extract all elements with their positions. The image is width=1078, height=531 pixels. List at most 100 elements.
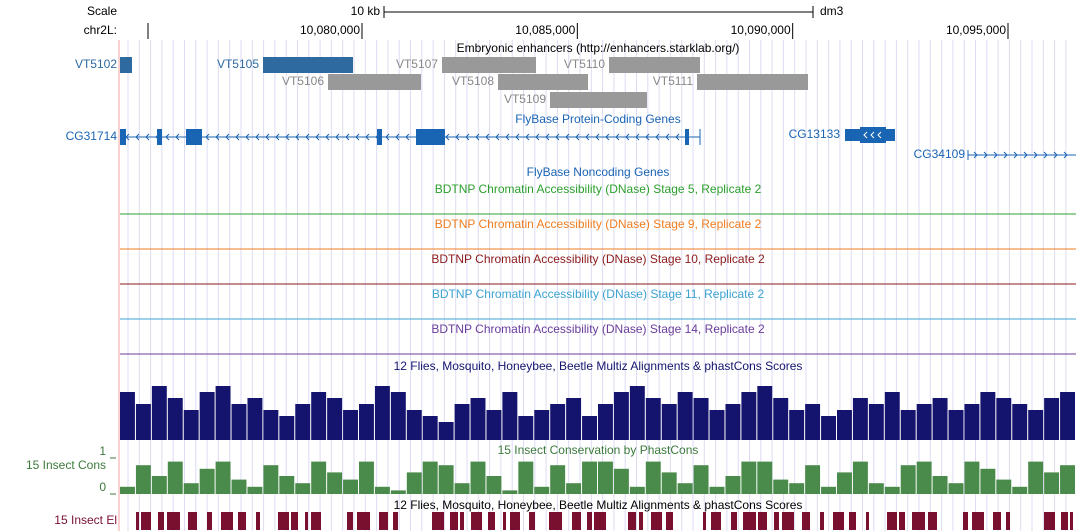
enhancer-label: VT5108	[452, 74, 494, 88]
phastcons-bar	[900, 465, 916, 494]
phastcons-bar	[964, 461, 980, 494]
phastcons-bar	[550, 465, 566, 494]
element-block	[758, 512, 767, 530]
element-block	[887, 512, 897, 530]
phastcons-bar	[518, 461, 534, 494]
multiz-bar	[247, 398, 263, 440]
element-block	[221, 512, 233, 530]
phastcons-bar	[199, 468, 215, 494]
scale-label: Scale	[87, 4, 117, 18]
element-block	[141, 512, 151, 530]
strand-arrow	[665, 133, 670, 141]
strand-arrow	[245, 133, 250, 141]
strand-arrow	[595, 133, 600, 141]
multiz-bar	[725, 404, 741, 440]
multiz-bar	[980, 392, 996, 440]
multiz-bar	[279, 416, 295, 440]
strand-arrow	[525, 133, 530, 141]
element-block	[820, 512, 824, 530]
multiz-bar	[932, 398, 948, 440]
strand-arrow	[225, 133, 230, 141]
multiz-bar	[295, 404, 311, 440]
phastcons-bar	[566, 483, 582, 494]
element-block	[529, 512, 535, 530]
element-block	[158, 512, 164, 530]
element-block	[488, 512, 495, 530]
strand-arrow	[305, 133, 310, 141]
strand-arrow	[465, 133, 470, 141]
multiz-bar	[438, 422, 454, 440]
phastcons-bar	[677, 483, 693, 494]
element-block	[549, 512, 562, 530]
track-title: FlyBase Protein-Coding Genes	[515, 112, 680, 126]
strand-arrow	[1043, 151, 1048, 159]
element-block	[291, 512, 298, 530]
phastcons-bar	[948, 483, 964, 494]
multiz-bar	[709, 410, 725, 440]
multiz-bar	[868, 404, 884, 440]
multiz-bar	[900, 410, 916, 440]
multiz-bar	[359, 404, 374, 440]
multiz-bar	[948, 410, 964, 440]
enhancer-label: VT5111	[653, 74, 694, 88]
phastcons-bar	[406, 472, 422, 494]
strand-arrow	[1063, 151, 1068, 159]
phastcons-bar	[120, 486, 135, 494]
track-title: 12 Flies, Mosquito, Honeybee, Beetle Mul…	[394, 498, 803, 512]
element-block	[503, 512, 506, 530]
element-block	[666, 512, 673, 530]
strand-arrow	[365, 133, 370, 141]
strand-arrow	[175, 133, 180, 141]
enhancer-label: VT5109	[504, 92, 546, 106]
strand-arrow	[615, 133, 620, 141]
multiz-bar	[789, 410, 805, 440]
multiz-bar	[151, 386, 167, 440]
phastcons-bar	[183, 483, 199, 494]
strand-arrow	[635, 133, 640, 141]
element-block	[311, 512, 321, 530]
enhancer	[442, 57, 536, 73]
y-tick-label: 0	[99, 480, 106, 494]
track-title: BDTNP Chromatin Accessibility (DNase) St…	[435, 217, 762, 231]
strand-arrow	[385, 133, 390, 141]
exon	[377, 129, 382, 145]
multiz-bar	[327, 398, 343, 440]
strand-arrow	[405, 133, 410, 141]
strand-arrow	[1003, 151, 1008, 159]
element-block	[393, 512, 398, 530]
element-block	[1061, 512, 1068, 530]
phastcons-bar	[757, 461, 773, 494]
element-block	[849, 512, 856, 530]
phastcons-bar	[311, 461, 327, 494]
phastcons-bar	[980, 468, 996, 494]
element-block	[912, 512, 925, 530]
chrom-label: chr2L:	[84, 23, 117, 37]
phastcons-bar	[167, 461, 183, 494]
exon	[120, 129, 126, 145]
element-block	[782, 512, 794, 530]
enhancer-label: VT5110	[564, 57, 605, 71]
multiz-bar	[582, 416, 597, 440]
phastcons-bar	[598, 461, 613, 494]
multiz-bar	[1012, 404, 1028, 440]
strand-arrow	[1053, 151, 1058, 159]
element-block	[993, 512, 1001, 530]
strand-arrow	[863, 131, 868, 139]
strand-arrow	[235, 133, 240, 141]
strand-arrow	[555, 133, 560, 141]
phastcons-bar	[438, 465, 454, 494]
strand-arrow	[255, 133, 260, 141]
multiz-bar	[135, 404, 151, 440]
phastcons-bar	[868, 483, 884, 494]
multiz-bar	[645, 398, 661, 440]
phastcons-bar	[247, 486, 263, 494]
phastcons-bar	[422, 461, 438, 494]
multiz-bar	[486, 410, 502, 440]
phastcons-bar	[231, 479, 247, 494]
track-title: BDTNP Chromatin Accessibility (DNase) St…	[432, 287, 765, 301]
track-title: BDTNP Chromatin Accessibility (DNase) St…	[435, 182, 762, 196]
gene-label: CG13133	[789, 127, 841, 141]
element-block	[899, 512, 905, 530]
strand-arrow	[395, 133, 400, 141]
phastcons-bar	[1028, 461, 1044, 494]
